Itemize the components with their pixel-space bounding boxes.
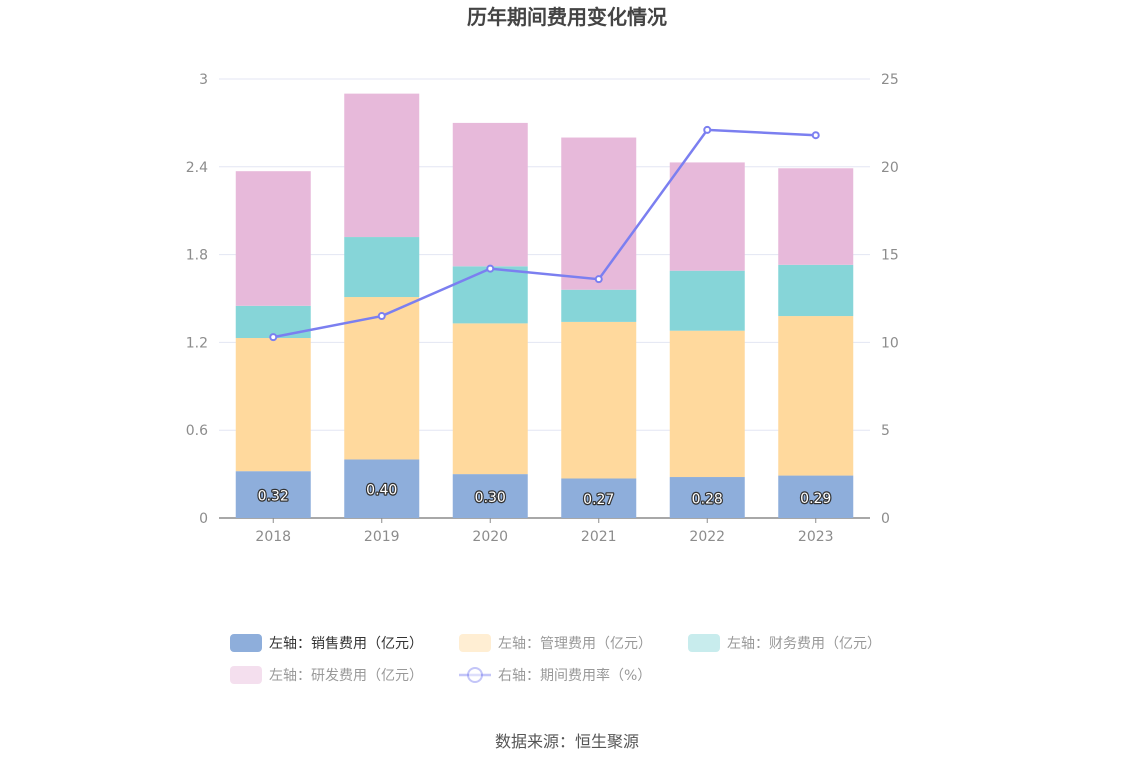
- rate-line-point: [269, 333, 278, 342]
- bar-segment: [235, 338, 311, 472]
- legend-label: 左轴：销售费用（亿元）: [269, 636, 423, 652]
- rate-line-point: [811, 131, 820, 140]
- bar-segment: [344, 93, 420, 238]
- data-labels: 0.32 0.40 0.30 0.27 0.28 0.29: [256, 482, 832, 510]
- bar-segment: [561, 321, 637, 479]
- legend-swatch: [459, 634, 491, 652]
- source-note: 数据来源：恒生聚源: [495, 732, 639, 751]
- bar-segment: [561, 137, 637, 290]
- legend-swatch: [230, 634, 262, 652]
- bar-segment: [561, 289, 637, 322]
- bar-segment: [778, 475, 854, 518]
- right-axis-tick: 15: [881, 248, 899, 264]
- axes: 0 0 0.6 5 1.2 10 1.8 15 2.4 20 3 25 2018 2019 2020 2021…: [186, 72, 899, 545]
- x-axis-tick: 2021: [581, 529, 617, 545]
- grid: [219, 78, 870, 431]
- bar-data-label: 0.40: [366, 483, 397, 499]
- left-axis-tick: 1.2: [186, 335, 208, 351]
- legend-label: 右轴：期间费用率（%）: [498, 667, 651, 684]
- bar-segment: [561, 478, 637, 518]
- bar-segment: [669, 270, 745, 331]
- bar-segment: [452, 323, 528, 475]
- rate-line-point: [486, 264, 495, 273]
- bar-segment: [452, 474, 528, 518]
- bar-data-label: 0.27: [583, 492, 614, 508]
- rate-line: [269, 125, 820, 342]
- left-axis-tick: 0.6: [186, 423, 208, 439]
- chart-title: 历年期间费用变化情况: [467, 5, 667, 29]
- legend-marker: [467, 667, 483, 683]
- bar-data-label: 0.32: [258, 489, 289, 505]
- rate-line-point: [594, 275, 603, 284]
- x-axis-tick: 2022: [689, 529, 725, 545]
- legend-swatch: [230, 666, 262, 684]
- bar-segment: [344, 459, 420, 518]
- right-axis-tick: 20: [881, 160, 899, 176]
- bar-segment: [235, 471, 311, 518]
- bar-segment: [344, 237, 420, 298]
- bars: [235, 93, 854, 518]
- bar-segment: [669, 330, 745, 478]
- bar-segment: [778, 264, 854, 317]
- left-axis-tick: 1.8: [186, 248, 208, 264]
- x-axis-tick: 2019: [364, 529, 400, 545]
- legend-swatch: [688, 634, 720, 652]
- bar-data-label: 0.30: [475, 490, 506, 506]
- left-axis-tick: 3: [199, 72, 208, 88]
- bar-segment: [669, 162, 745, 271]
- right-axis-tick: 10: [881, 335, 899, 351]
- legend-label: 左轴：管理费用（亿元）: [498, 636, 652, 652]
- bar-segment: [778, 316, 854, 476]
- bar-segment: [452, 266, 528, 324]
- bar-segment: [778, 168, 854, 265]
- bar-data-label: 0.28: [692, 492, 723, 508]
- rate-line-path: [273, 128, 816, 339]
- x-axis-tick: 2018: [255, 529, 291, 545]
- x-axis-tick: 2020: [472, 529, 508, 545]
- legend-label: 左轴：研发费用（亿元）: [269, 668, 423, 684]
- bar-data-label: 0.29: [800, 491, 831, 507]
- rate-line-point: [703, 125, 712, 134]
- rate-line-point: [377, 312, 386, 321]
- left-axis-tick: 0: [199, 511, 208, 527]
- bar-segment: [344, 297, 420, 460]
- right-axis-tick: 5: [881, 423, 890, 439]
- bar-segment: [235, 171, 311, 306]
- right-axis-tick: 0: [881, 511, 890, 527]
- x-axis-tick: 2023: [798, 529, 834, 545]
- bar-segment: [452, 122, 528, 267]
- left-axis-tick: 2.4: [186, 160, 208, 176]
- legend-label: 左轴：财务费用（亿元）: [727, 636, 881, 652]
- legend: 左轴：销售费用（亿元） 左轴：管理费用（亿元） 左轴：财务费用（亿元） 左轴：研发费用…: [230, 634, 881, 684]
- right-axis-tick: 25: [881, 72, 899, 88]
- bar-segment: [669, 477, 745, 518]
